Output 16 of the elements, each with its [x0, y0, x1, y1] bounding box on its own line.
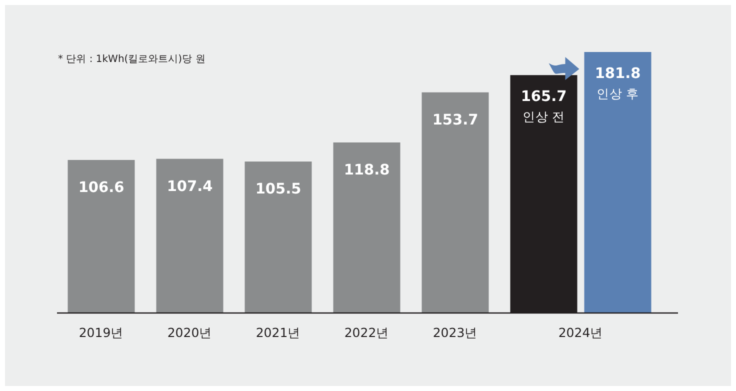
data-label: 105.5: [255, 182, 302, 198]
data-label: 118.8: [344, 162, 390, 178]
annotation: * 단위 : 1kWh(킬로와트시)당 원: [58, 54, 206, 65]
x-tick-label: 2021년: [256, 325, 301, 340]
series-label: 인상 후: [596, 86, 640, 101]
x-tick-label: 2019년: [78, 325, 124, 340]
data-label: 181.8: [594, 66, 641, 82]
data-label: 107.4: [166, 178, 213, 195]
series-label: 인상 전: [522, 109, 566, 124]
data-label: 153.7: [432, 112, 478, 128]
x-tick-label: 2023년: [432, 325, 478, 340]
x-tick-label: 2024년: [558, 325, 604, 340]
data-label: 106.6: [78, 180, 124, 196]
x-tick-label: 2020년: [167, 325, 212, 340]
x-tick-label: 2022년: [344, 325, 390, 340]
data-label: 165.7: [520, 89, 567, 106]
